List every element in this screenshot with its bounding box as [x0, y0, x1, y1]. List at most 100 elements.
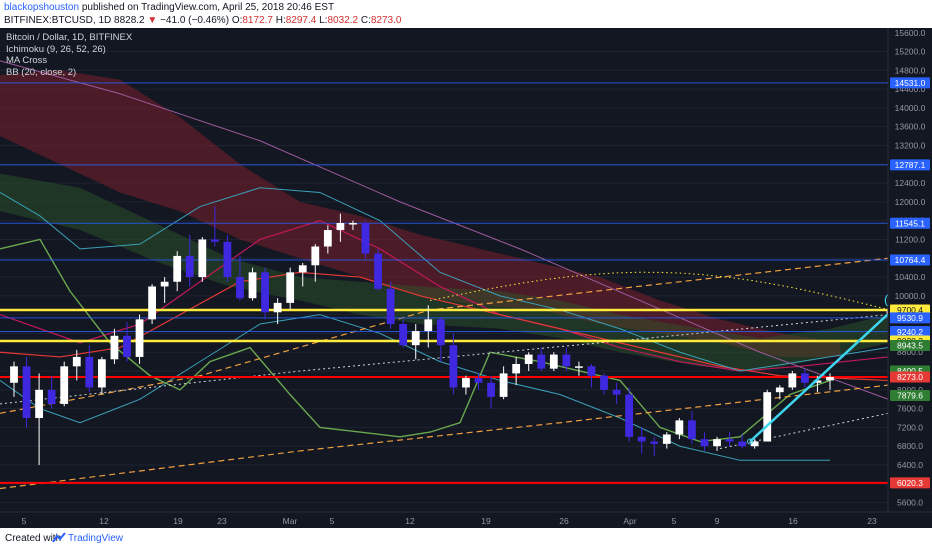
candle-body — [424, 319, 433, 332]
candle[interactable] — [612, 382, 621, 404]
time-tick-label: 9 — [715, 516, 720, 526]
publish-info: published on TradingView.com, April 25, … — [81, 2, 335, 13]
candle[interactable] — [223, 234, 232, 282]
candle[interactable] — [750, 439, 759, 449]
candle[interactable] — [775, 385, 784, 400]
candle[interactable] — [575, 361, 583, 376]
candle[interactable] — [286, 267, 295, 310]
candle-body — [499, 373, 508, 397]
candle-body — [323, 230, 332, 247]
candle[interactable] — [386, 281, 395, 329]
candle[interactable] — [110, 328, 119, 364]
candle-body — [587, 366, 596, 376]
candle[interactable] — [436, 316, 445, 362]
price-tick-label: 8800.0 — [897, 347, 923, 357]
legend-title: Bitcoin / Dollar, 1D, BITFINEX — [6, 32, 133, 43]
candle[interactable] — [826, 373, 834, 390]
candle[interactable] — [374, 248, 382, 292]
candle[interactable] — [449, 333, 458, 395]
tradingview-link[interactable]: TradingView — [68, 533, 124, 544]
author-link[interactable]: blackopshouston — [4, 2, 80, 13]
price-tag-label: 10764.4 — [895, 255, 926, 265]
candle[interactable] — [600, 373, 608, 395]
price-tag: 9240.2 — [890, 326, 930, 338]
candle[interactable] — [135, 314, 144, 364]
candle[interactable] — [349, 220, 357, 231]
candle[interactable] — [10, 361, 18, 397]
candle[interactable] — [97, 356, 106, 395]
candle[interactable] — [675, 418, 684, 440]
candle[interactable] — [361, 220, 370, 259]
candle[interactable] — [198, 237, 207, 282]
candle[interactable] — [688, 410, 696, 444]
candle[interactable] — [549, 352, 558, 372]
candle[interactable] — [60, 361, 69, 407]
candle[interactable] — [323, 225, 332, 254]
white-dotted-short — [719, 412, 889, 450]
candle[interactable] — [123, 321, 131, 362]
candle[interactable] — [160, 277, 169, 303]
candle[interactable] — [72, 349, 81, 381]
candle[interactable] — [499, 366, 508, 400]
close-value: 8273.0 — [370, 15, 402, 26]
time-axis[interactable] — [0, 512, 932, 528]
candle[interactable] — [185, 234, 194, 287]
time-tick-label: 5 — [22, 516, 27, 526]
price-tag-bg — [890, 340, 930, 352]
candle[interactable] — [788, 371, 797, 390]
candle[interactable] — [173, 251, 182, 292]
candle-body — [273, 302, 282, 313]
candle[interactable] — [85, 345, 94, 393]
candle-body — [562, 354, 571, 367]
candle[interactable] — [625, 387, 634, 442]
price-axis[interactable] — [888, 28, 932, 528]
footer: Created with TradingView — [0, 528, 932, 550]
candle[interactable] — [662, 432, 671, 449]
candle-body — [349, 223, 357, 225]
open-label: O: — [231, 15, 243, 26]
candle-body — [311, 246, 320, 266]
candle[interactable] — [801, 368, 809, 388]
time-tick-label: Mar — [283, 516, 298, 526]
candle[interactable] — [148, 284, 156, 325]
candle[interactable] — [273, 298, 282, 325]
candle[interactable] — [763, 389, 772, 442]
candle[interactable] — [311, 244, 320, 282]
candle[interactable] — [210, 206, 219, 247]
legend-bb[interactable]: BB (20, close, 2) — [6, 66, 77, 78]
price-chart[interactable]: Bitcoin / Dollar, 1D, BITFINEX Ichimoku … — [0, 28, 932, 528]
candle-body — [223, 241, 232, 278]
candle[interactable] — [512, 356, 521, 386]
candle[interactable] — [487, 375, 495, 409]
trend-start-point — [747, 438, 753, 445]
candle[interactable] — [700, 432, 709, 451]
candle[interactable] — [587, 363, 596, 388]
candle[interactable] — [462, 375, 470, 395]
time-tick-label: 5 — [672, 516, 677, 526]
candle[interactable] — [637, 427, 646, 454]
candle[interactable] — [713, 436, 721, 451]
legend-ma-cross[interactable]: MA Cross — [6, 55, 48, 66]
candle[interactable] — [47, 375, 56, 409]
candle[interactable] — [298, 262, 307, 287]
candle[interactable] — [650, 436, 659, 456]
candle[interactable] — [424, 305, 433, 348]
candle[interactable] — [236, 255, 244, 301]
candle[interactable] — [22, 356, 31, 428]
candle[interactable] — [524, 352, 533, 372]
candle[interactable] — [411, 324, 420, 360]
close-label: C: — [360, 15, 371, 26]
candle-body — [148, 286, 156, 320]
candle[interactable] — [738, 434, 747, 449]
candle[interactable] — [725, 432, 734, 447]
candle[interactable] — [474, 373, 483, 390]
candle[interactable] — [261, 267, 269, 320]
candle[interactable] — [399, 319, 408, 348]
legend-ichimoku[interactable]: Ichimoku (9, 26, 52, 26) — [6, 43, 106, 55]
candle[interactable] — [537, 347, 546, 372]
candle[interactable] — [248, 267, 257, 301]
candle[interactable] — [562, 347, 571, 372]
chart-canvas[interactable]: (A 15600.015200.014800.014400.014000.013… — [0, 28, 932, 528]
candle[interactable] — [35, 373, 43, 466]
candle[interactable] — [336, 213, 345, 242]
